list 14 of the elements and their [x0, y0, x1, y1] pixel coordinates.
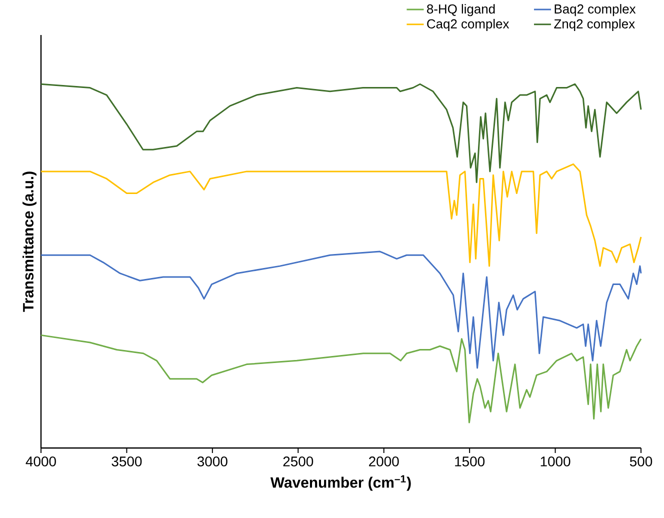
- x-axis-title: Wavenumber (cm$^{–1}$): [270, 475, 411, 491]
- x-tick-label: 2500: [283, 456, 314, 466]
- x-tick-label: 1500: [455, 456, 485, 466]
- legend-label: Caq2 complex: [427, 18, 510, 32]
- x-tick-label: 500: [630, 456, 652, 466]
- x-tick-label: 1000: [540, 456, 570, 466]
- legend-label: Baq2 complex: [554, 4, 636, 16]
- x-tick-label: 3000: [197, 456, 228, 466]
- x-tick-label: 3500: [112, 456, 142, 466]
- x-tick-label: 2000: [369, 456, 399, 466]
- legend-label: Znq2 complex: [554, 18, 635, 32]
- x-tick-label: 4000: [26, 456, 56, 466]
- legend-label: 8-HQ ligand: [427, 4, 495, 16]
- y-axis-title: Transmittance (a.u.): [22, 172, 36, 312]
